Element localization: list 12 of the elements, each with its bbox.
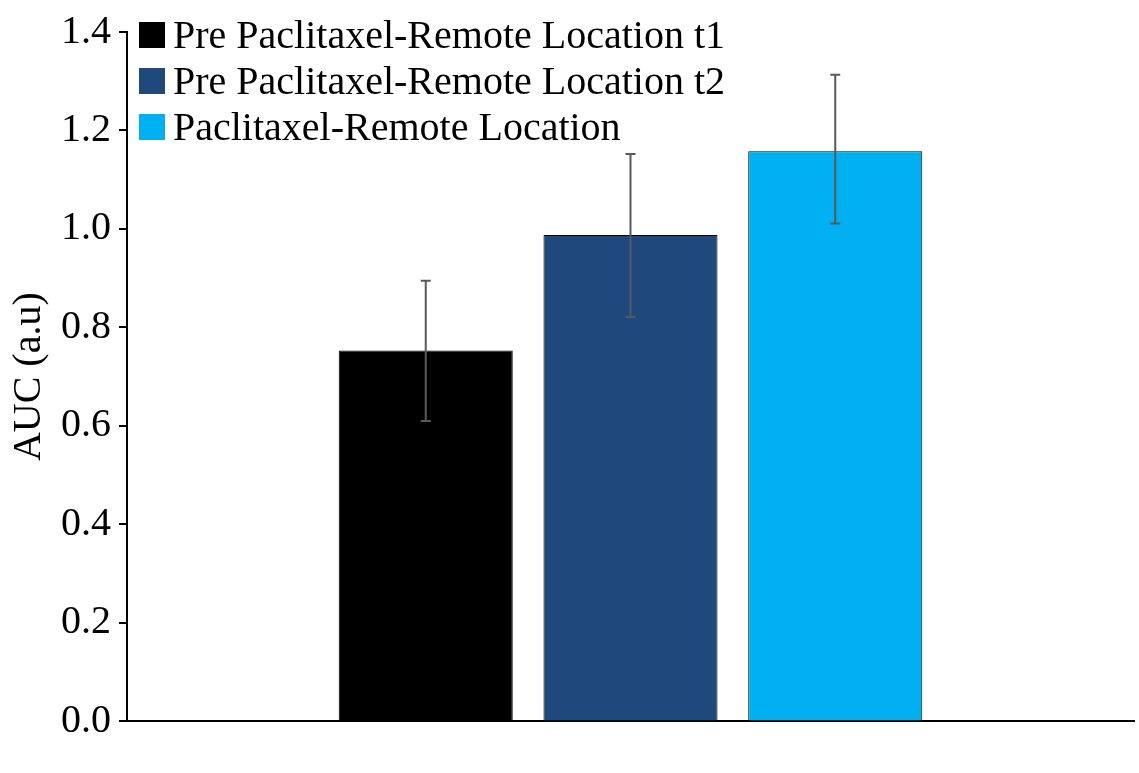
- y-axis-title: AUC (a.u): [3, 292, 49, 462]
- y-tick-label: 0.8: [61, 301, 111, 347]
- y-tick-label: 0.4: [61, 498, 111, 544]
- legend-label: Pre Paclitaxel-Remote Location t2: [173, 58, 726, 104]
- y-tick-label: 1.2: [61, 104, 111, 150]
- y-tick-label: 1.4: [61, 6, 111, 52]
- y-tick-label: 1.0: [61, 203, 111, 249]
- legend-label: Paclitaxel-Remote Location: [173, 104, 621, 150]
- y-tick-label: 0.2: [61, 597, 111, 643]
- y-tick-label: 0.6: [61, 400, 111, 446]
- y-tick-label: 0.0: [61, 695, 111, 741]
- legend-label: Pre Paclitaxel-Remote Location t1: [173, 12, 726, 58]
